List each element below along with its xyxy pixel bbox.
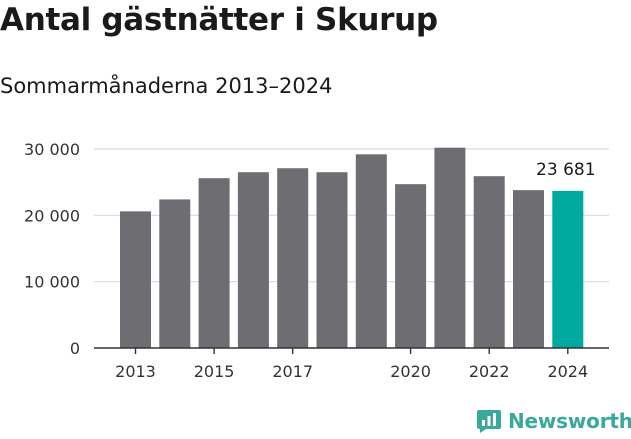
chart-subtitle: Sommarmånaderna 2013–2024 bbox=[0, 74, 333, 98]
y-tick-label: 0 bbox=[70, 339, 80, 358]
bar bbox=[395, 184, 427, 348]
x-tick-label: 2013 bbox=[115, 362, 156, 381]
bar bbox=[316, 172, 348, 348]
bar bbox=[159, 199, 191, 348]
brand-name: Newsworthy bbox=[508, 409, 631, 433]
bar-highlight bbox=[552, 190, 584, 348]
y-tick-label: 20 000 bbox=[24, 206, 80, 225]
bar bbox=[237, 172, 269, 348]
brand-logo: Newsworthy bbox=[476, 408, 631, 434]
bar bbox=[120, 211, 151, 348]
x-tick-label: 2024 bbox=[547, 362, 588, 381]
x-tick-label: 2017 bbox=[272, 362, 313, 381]
chart-title: Antal gästnätter i Skurup bbox=[0, 2, 438, 38]
x-tick-label: 2020 bbox=[390, 362, 431, 381]
data-label-highlight: 23 681 bbox=[536, 160, 595, 180]
y-tick-label: 10 000 bbox=[24, 273, 80, 292]
bar-chart-speech-bubble-icon bbox=[477, 410, 501, 433]
bar bbox=[513, 190, 544, 348]
x-tick-label: 2022 bbox=[469, 362, 510, 381]
bar bbox=[198, 178, 230, 348]
bar bbox=[277, 168, 309, 348]
bar bbox=[473, 176, 505, 348]
x-tick-label: 2015 bbox=[194, 362, 235, 381]
bar bbox=[355, 154, 387, 348]
bar bbox=[434, 147, 466, 348]
y-tick-label: 30 000 bbox=[24, 140, 80, 159]
